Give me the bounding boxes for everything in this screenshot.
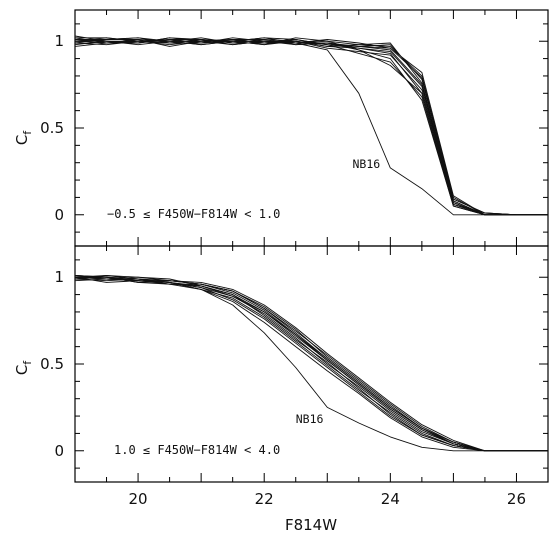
top-series-line-6 [74, 39, 548, 216]
top-ytick-label: 1 [54, 32, 64, 50]
top-series-line-3 [75, 37, 548, 216]
bottom-ylabel-sub: f [21, 360, 34, 365]
top-series-line-7 [74, 37, 548, 216]
bottom-panel-label: 1.0 ≤ F450W−F814W < 4.0 [114, 443, 280, 457]
x-axis-title: F814W [285, 516, 337, 534]
bottom-ylabel: Cf [13, 360, 34, 375]
bottom-ytick-label: 0 [54, 442, 64, 460]
bottom-ytick-label: 1 [54, 268, 64, 286]
top-nb16-annotation: NB16 [352, 157, 380, 171]
bottom-series-line-9 [74, 275, 548, 452]
xtick-label: 22 [255, 490, 274, 508]
xtick-label: 24 [381, 490, 400, 508]
top-series-line-5 [74, 35, 548, 216]
top-ylabel-sub: f [21, 130, 34, 135]
bottom-ylabel-main: C [13, 365, 31, 375]
top-series-line-4 [74, 37, 548, 216]
bottom-series-line-7 [74, 278, 548, 452]
bottom-ytick-label: 0.5 [40, 355, 64, 373]
top-series-line-2 [74, 37, 548, 216]
bottom-nb16-annotation: NB16 [296, 412, 324, 426]
top-series-line-nb16 [75, 40, 548, 216]
top-panel-series [74, 35, 548, 216]
top-ylabel-main: C [13, 135, 31, 145]
top-series-line-11 [74, 37, 548, 216]
bottom-series-line-11 [74, 275, 548, 452]
top-series-line-10 [74, 37, 548, 216]
tick-labels: 0 0.5 1 0 0.5 1 20 22 24 26 [40, 32, 526, 508]
xtick-label: 20 [129, 490, 148, 508]
bottom-panel-series [74, 275, 548, 452]
top-series-line-1 [74, 37, 548, 216]
top-series-line-8 [74, 39, 548, 216]
top-ytick-label: 0.5 [40, 119, 64, 137]
top-ylabel: Cf [13, 130, 34, 145]
bottom-series-line-nb16 [74, 276, 548, 452]
top-panel-label: −0.5 ≤ F450W−F814W < 1.0 [107, 207, 280, 221]
top-series-line-0 [74, 37, 548, 216]
xtick-label: 26 [507, 490, 526, 508]
top-ytick-label: 0 [54, 206, 64, 224]
top-series-line-9 [75, 37, 548, 216]
bottom-panel-ticks [74, 246, 549, 482]
